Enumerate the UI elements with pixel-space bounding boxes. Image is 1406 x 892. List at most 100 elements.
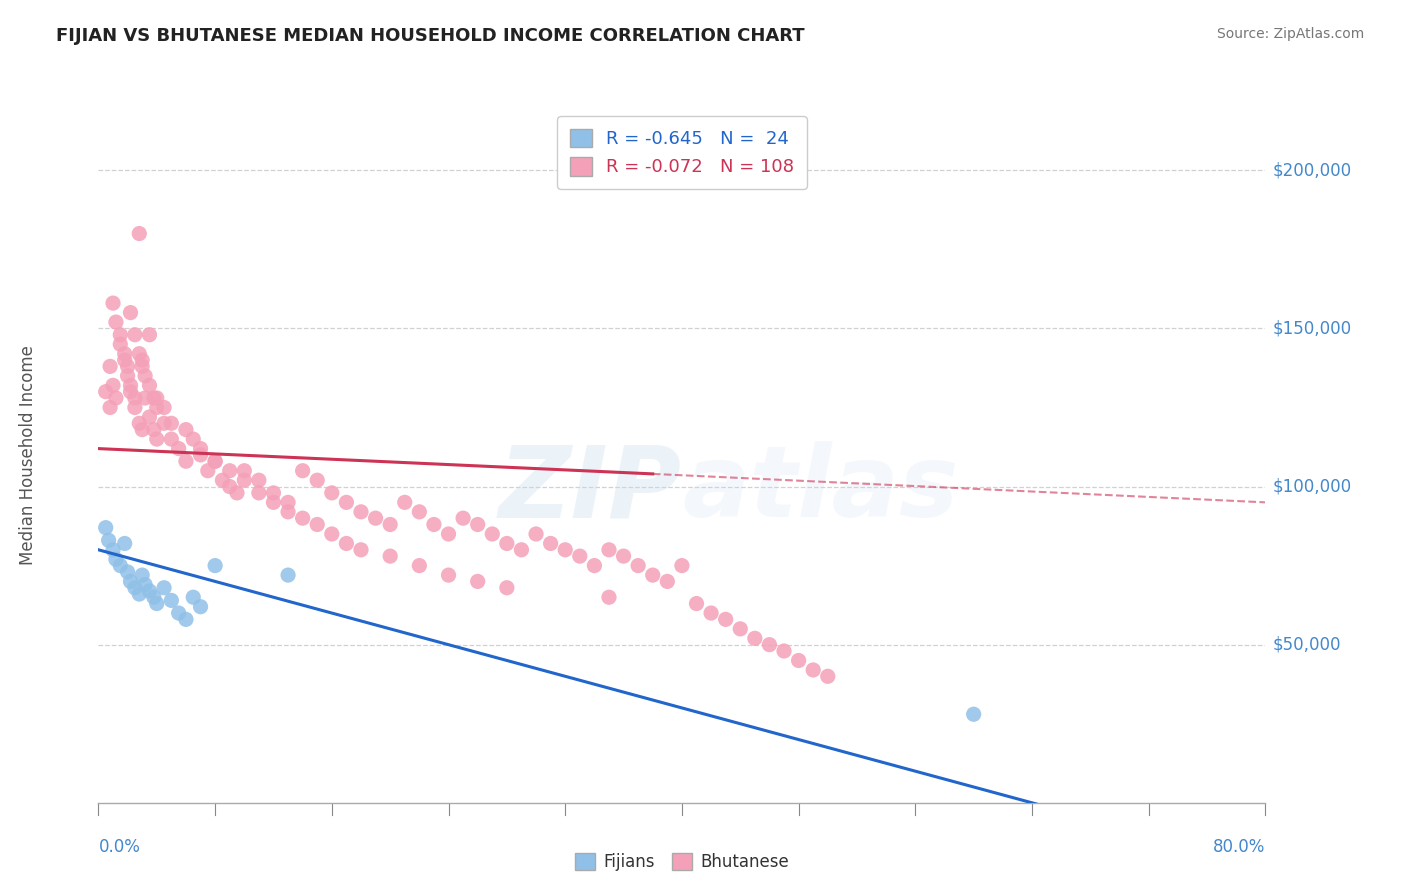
Point <box>247 486 270 500</box>
Point <box>307 473 329 487</box>
Point <box>437 527 460 541</box>
Point <box>364 511 387 525</box>
Point <box>554 542 576 557</box>
Point <box>437 568 460 582</box>
Point <box>110 558 132 573</box>
Point <box>204 558 226 573</box>
Point <box>540 536 562 550</box>
Point <box>104 391 127 405</box>
Point <box>174 423 197 437</box>
Point <box>233 473 256 487</box>
Point <box>510 542 533 557</box>
Point <box>612 549 634 563</box>
Point <box>408 505 430 519</box>
Point <box>350 505 373 519</box>
Point <box>627 558 650 573</box>
Point <box>98 401 121 415</box>
Point <box>94 384 117 399</box>
Text: FIJIAN VS BHUTANESE MEDIAN HOUSEHOLD INCOME CORRELATION CHART: FIJIAN VS BHUTANESE MEDIAN HOUSEHOLD INC… <box>56 27 804 45</box>
Point <box>160 593 183 607</box>
Point <box>335 536 357 550</box>
Point <box>101 378 124 392</box>
Point <box>120 305 142 319</box>
Point <box>481 527 503 541</box>
Point <box>160 417 183 431</box>
Point <box>142 391 165 405</box>
Text: 80.0%: 80.0% <box>1213 838 1265 856</box>
Point <box>495 536 517 550</box>
Legend: Fijians, Bhutanese: Fijians, Bhutanese <box>568 847 796 878</box>
Point <box>104 552 127 566</box>
Point <box>801 663 824 677</box>
Point <box>378 517 402 532</box>
Point <box>131 353 153 368</box>
Point <box>204 454 226 468</box>
Point <box>138 409 160 424</box>
Point <box>568 549 591 563</box>
Point <box>131 359 153 374</box>
Point <box>134 391 156 405</box>
Point <box>350 542 373 557</box>
Point <box>226 486 249 500</box>
Point <box>467 517 489 532</box>
Text: ZIP: ZIP <box>499 442 682 538</box>
Point <box>204 454 226 468</box>
Point <box>160 432 183 446</box>
Point <box>190 448 212 462</box>
Point <box>167 606 190 620</box>
Point <box>114 353 136 368</box>
Point <box>114 536 136 550</box>
Point <box>714 612 737 626</box>
Point <box>291 511 314 525</box>
Point <box>146 401 169 415</box>
Point <box>110 327 132 342</box>
Point <box>467 574 489 589</box>
Text: atlas: atlas <box>682 442 959 538</box>
Point <box>583 558 606 573</box>
Text: Source: ZipAtlas.com: Source: ZipAtlas.com <box>1216 27 1364 41</box>
Point <box>277 505 299 519</box>
Point <box>153 401 176 415</box>
Point <box>181 591 204 605</box>
Point <box>394 495 416 509</box>
Point <box>134 577 156 591</box>
Point <box>817 669 839 683</box>
Text: $50,000: $50,000 <box>1272 636 1341 654</box>
Point <box>120 384 142 399</box>
Text: Median Household Income: Median Household Income <box>20 345 37 565</box>
Point <box>277 495 299 509</box>
Point <box>744 632 766 646</box>
Point <box>117 359 139 374</box>
Point <box>114 347 136 361</box>
Point <box>685 597 707 611</box>
Point <box>321 486 343 500</box>
Point <box>598 591 620 605</box>
Point <box>218 464 240 478</box>
Point <box>773 644 796 658</box>
Point <box>117 368 139 383</box>
Point <box>307 517 329 532</box>
Point <box>262 495 284 509</box>
Point <box>124 327 146 342</box>
Point <box>378 549 402 563</box>
Point <box>641 568 664 582</box>
Point <box>128 417 150 431</box>
Point <box>138 583 160 598</box>
Point <box>657 574 679 589</box>
Point <box>101 296 124 310</box>
Point <box>117 565 139 579</box>
Point <box>153 581 176 595</box>
Point <box>671 558 693 573</box>
Point <box>97 533 120 548</box>
Point <box>131 568 153 582</box>
Point <box>495 581 517 595</box>
Point <box>787 653 810 667</box>
Point <box>598 542 620 557</box>
Point <box>138 378 160 392</box>
Point <box>124 391 146 405</box>
Point <box>291 464 314 478</box>
Point <box>128 587 150 601</box>
Point <box>124 401 146 415</box>
Point <box>190 599 212 614</box>
Point <box>181 432 204 446</box>
